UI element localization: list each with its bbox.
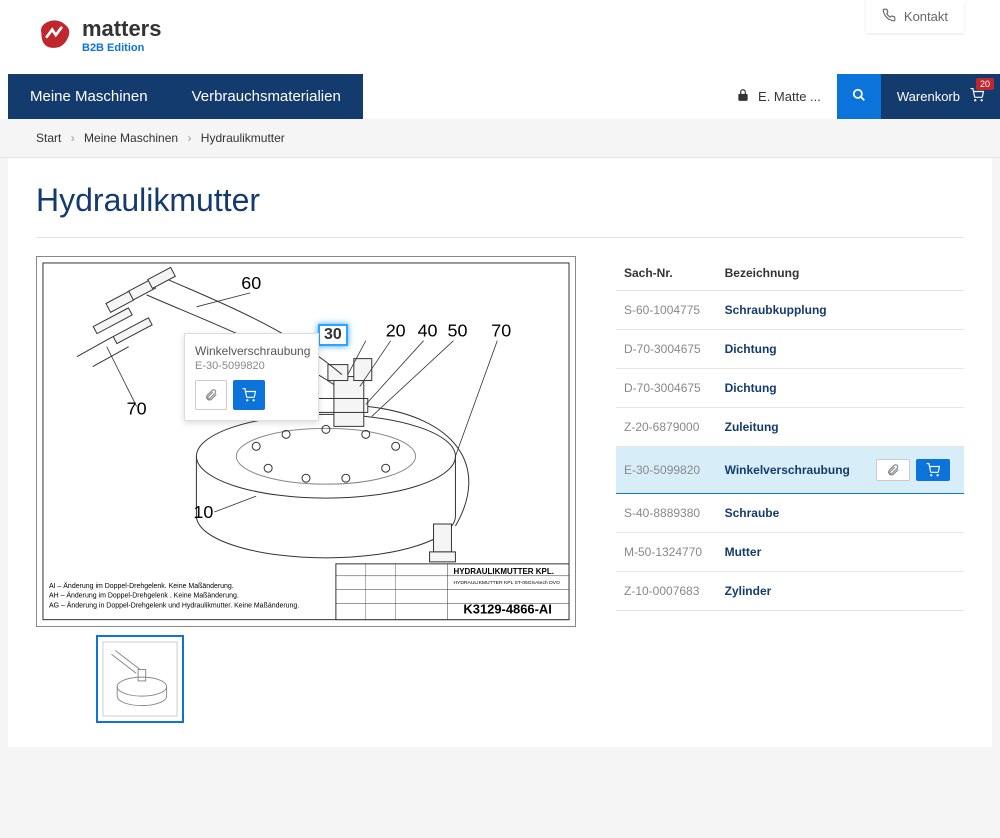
- svg-text:HYDRAULIKMUTTER KPL.: HYDRAULIKMUTTER KPL.: [453, 567, 554, 576]
- cell-actions: [868, 533, 964, 572]
- col-name: Bezeichnung: [717, 256, 868, 291]
- svg-text:10: 10: [193, 502, 213, 522]
- svg-text:40: 40: [418, 321, 438, 341]
- cart-icon: [926, 463, 940, 477]
- svg-text:AI – Änderung im Doppel-Drehge: AI – Änderung im Doppel-Drehgelenk. Kein…: [49, 582, 234, 590]
- svg-text:70: 70: [491, 321, 511, 341]
- cart-icon: [970, 88, 984, 105]
- technical-drawing[interactable]: 60 70 20 40 50 70 10: [36, 256, 576, 627]
- cell-name: Winkelverschraubung: [717, 447, 868, 494]
- user-name: E. Matte ...: [758, 89, 821, 104]
- tooltip-title: Winkelverschraubung: [195, 344, 308, 358]
- row-attach-button[interactable]: [876, 459, 910, 481]
- parts-table-column: Sach-Nr. Bezeichnung S-60-1004775Schraub…: [616, 256, 964, 611]
- logo-mark-icon: [36, 17, 72, 53]
- col-actions: [868, 256, 964, 291]
- cell-actions: [868, 330, 964, 369]
- part-tooltip: Winkelverschraubung E-30-5099820: [184, 333, 319, 421]
- cell-actions: [868, 291, 964, 330]
- tooltip-sku: E-30-5099820: [195, 360, 308, 372]
- paperclip-icon: [886, 463, 900, 477]
- parts-table: Sach-Nr. Bezeichnung S-60-1004775Schraub…: [616, 256, 964, 611]
- cell-name: Schraube: [717, 494, 868, 533]
- svg-text:60: 60: [241, 273, 261, 293]
- cell-actions: [868, 572, 964, 611]
- crumb-current[interactable]: Hydraulikmutter: [201, 131, 285, 145]
- cell-sku: D-70-3004675: [616, 369, 717, 408]
- cell-name: Schraubkupplung: [717, 291, 868, 330]
- breadcrumb: Start › Meine Maschinen › Hydraulikmutte…: [0, 119, 1000, 158]
- cell-actions: [868, 369, 964, 408]
- cell-actions: [868, 447, 964, 494]
- cell-sku: E-30-5099820: [616, 447, 717, 494]
- cell-name: Mutter: [717, 533, 868, 572]
- table-row[interactable]: Z-20-6879000Zuleitung: [616, 408, 964, 447]
- lock-icon: [736, 88, 750, 105]
- cell-sku: S-40-8889380: [616, 494, 717, 533]
- svg-text:AG – Änderung in Doppel-Drehge: AG – Änderung in Doppel-Drehgelenk und H…: [49, 602, 299, 610]
- cell-actions: [868, 408, 964, 447]
- cell-sku: S-60-1004775: [616, 291, 717, 330]
- tooltip-attach-button[interactable]: [195, 380, 227, 410]
- thumbnail-row: [36, 635, 576, 723]
- table-row[interactable]: D-70-3004675Dichtung: [616, 369, 964, 408]
- phone-icon: [882, 8, 896, 25]
- logo[interactable]: matters B2B Edition: [36, 16, 161, 54]
- navbar: Meine Maschinen Verbrauchsmaterialien E.…: [0, 74, 1000, 119]
- thumbnail-1[interactable]: [96, 635, 184, 723]
- nav-main: Meine Maschinen Verbrauchsmaterialien: [8, 74, 363, 119]
- svg-text:K3129-4866-AI: K3129-4866-AI: [463, 602, 551, 617]
- crumb-sep: ›: [71, 131, 75, 145]
- svg-text:70: 70: [127, 398, 147, 418]
- kontakt-button[interactable]: Kontakt: [866, 0, 964, 33]
- callout-30[interactable]: 30: [318, 324, 348, 346]
- crumb-start[interactable]: Start: [36, 131, 61, 145]
- table-row[interactable]: Z-10-0007683Zylinder: [616, 572, 964, 611]
- divider: [36, 237, 964, 238]
- table-row[interactable]: S-40-8889380Schraube: [616, 494, 964, 533]
- search-button[interactable]: [837, 74, 881, 119]
- search-icon: [852, 88, 866, 105]
- cell-name: Zylinder: [717, 572, 868, 611]
- drawing-svg: 60 70 20 40 50 70 10: [37, 257, 575, 626]
- paperclip-icon: [204, 388, 218, 402]
- nav-item-consumables[interactable]: Verbrauchsmaterialien: [170, 74, 363, 119]
- cell-sku: D-70-3004675: [616, 330, 717, 369]
- svg-text:20: 20: [386, 321, 406, 341]
- cart-icon: [242, 388, 256, 402]
- nav-item-machines[interactable]: Meine Maschinen: [8, 74, 170, 119]
- crumb-machines[interactable]: Meine Maschinen: [84, 131, 178, 145]
- page: Hydraulikmutter: [8, 158, 992, 747]
- cell-sku: Z-20-6879000: [616, 408, 717, 447]
- cell-actions: [868, 494, 964, 533]
- diagram-column: 60 70 20 40 50 70 10: [36, 256, 576, 723]
- logo-name: matters: [82, 16, 161, 42]
- user-menu[interactable]: E. Matte ...: [720, 74, 837, 119]
- cart-button[interactable]: Warenkorb 20: [881, 74, 1000, 119]
- cell-sku: M-50-1324770: [616, 533, 717, 572]
- svg-text:HYDRAULIKMUTTER KPL ST-05GSAte: HYDRAULIKMUTTER KPL ST-05GSAtech DVO: [453, 580, 560, 586]
- cart-label: Warenkorb: [897, 89, 960, 104]
- cell-name: Dichtung: [717, 330, 868, 369]
- tooltip-cart-button[interactable]: [233, 380, 265, 410]
- svg-text:50: 50: [447, 321, 467, 341]
- table-row[interactable]: M-50-1324770Mutter: [616, 533, 964, 572]
- kontakt-label: Kontakt: [904, 9, 948, 24]
- col-sku: Sach-Nr.: [616, 256, 717, 291]
- header: matters B2B Edition: [0, 0, 1000, 74]
- logo-sub: B2B Edition: [82, 42, 161, 54]
- table-row[interactable]: D-70-3004675Dichtung: [616, 330, 964, 369]
- page-title: Hydraulikmutter: [36, 182, 964, 219]
- table-row[interactable]: E-30-5099820Winkelverschraubung: [616, 447, 964, 494]
- cell-name: Dichtung: [717, 369, 868, 408]
- cell-name: Zuleitung: [717, 408, 868, 447]
- svg-text:AH – Änderung im Doppel-Drehge: AH – Änderung im Doppel-Drehgelenk . Kei…: [49, 592, 239, 600]
- row-cart-button[interactable]: [916, 459, 950, 481]
- cell-sku: Z-10-0007683: [616, 572, 717, 611]
- cart-badge: 20: [976, 78, 994, 90]
- crumb-sep: ›: [187, 131, 191, 145]
- table-row[interactable]: S-60-1004775Schraubkupplung: [616, 291, 964, 330]
